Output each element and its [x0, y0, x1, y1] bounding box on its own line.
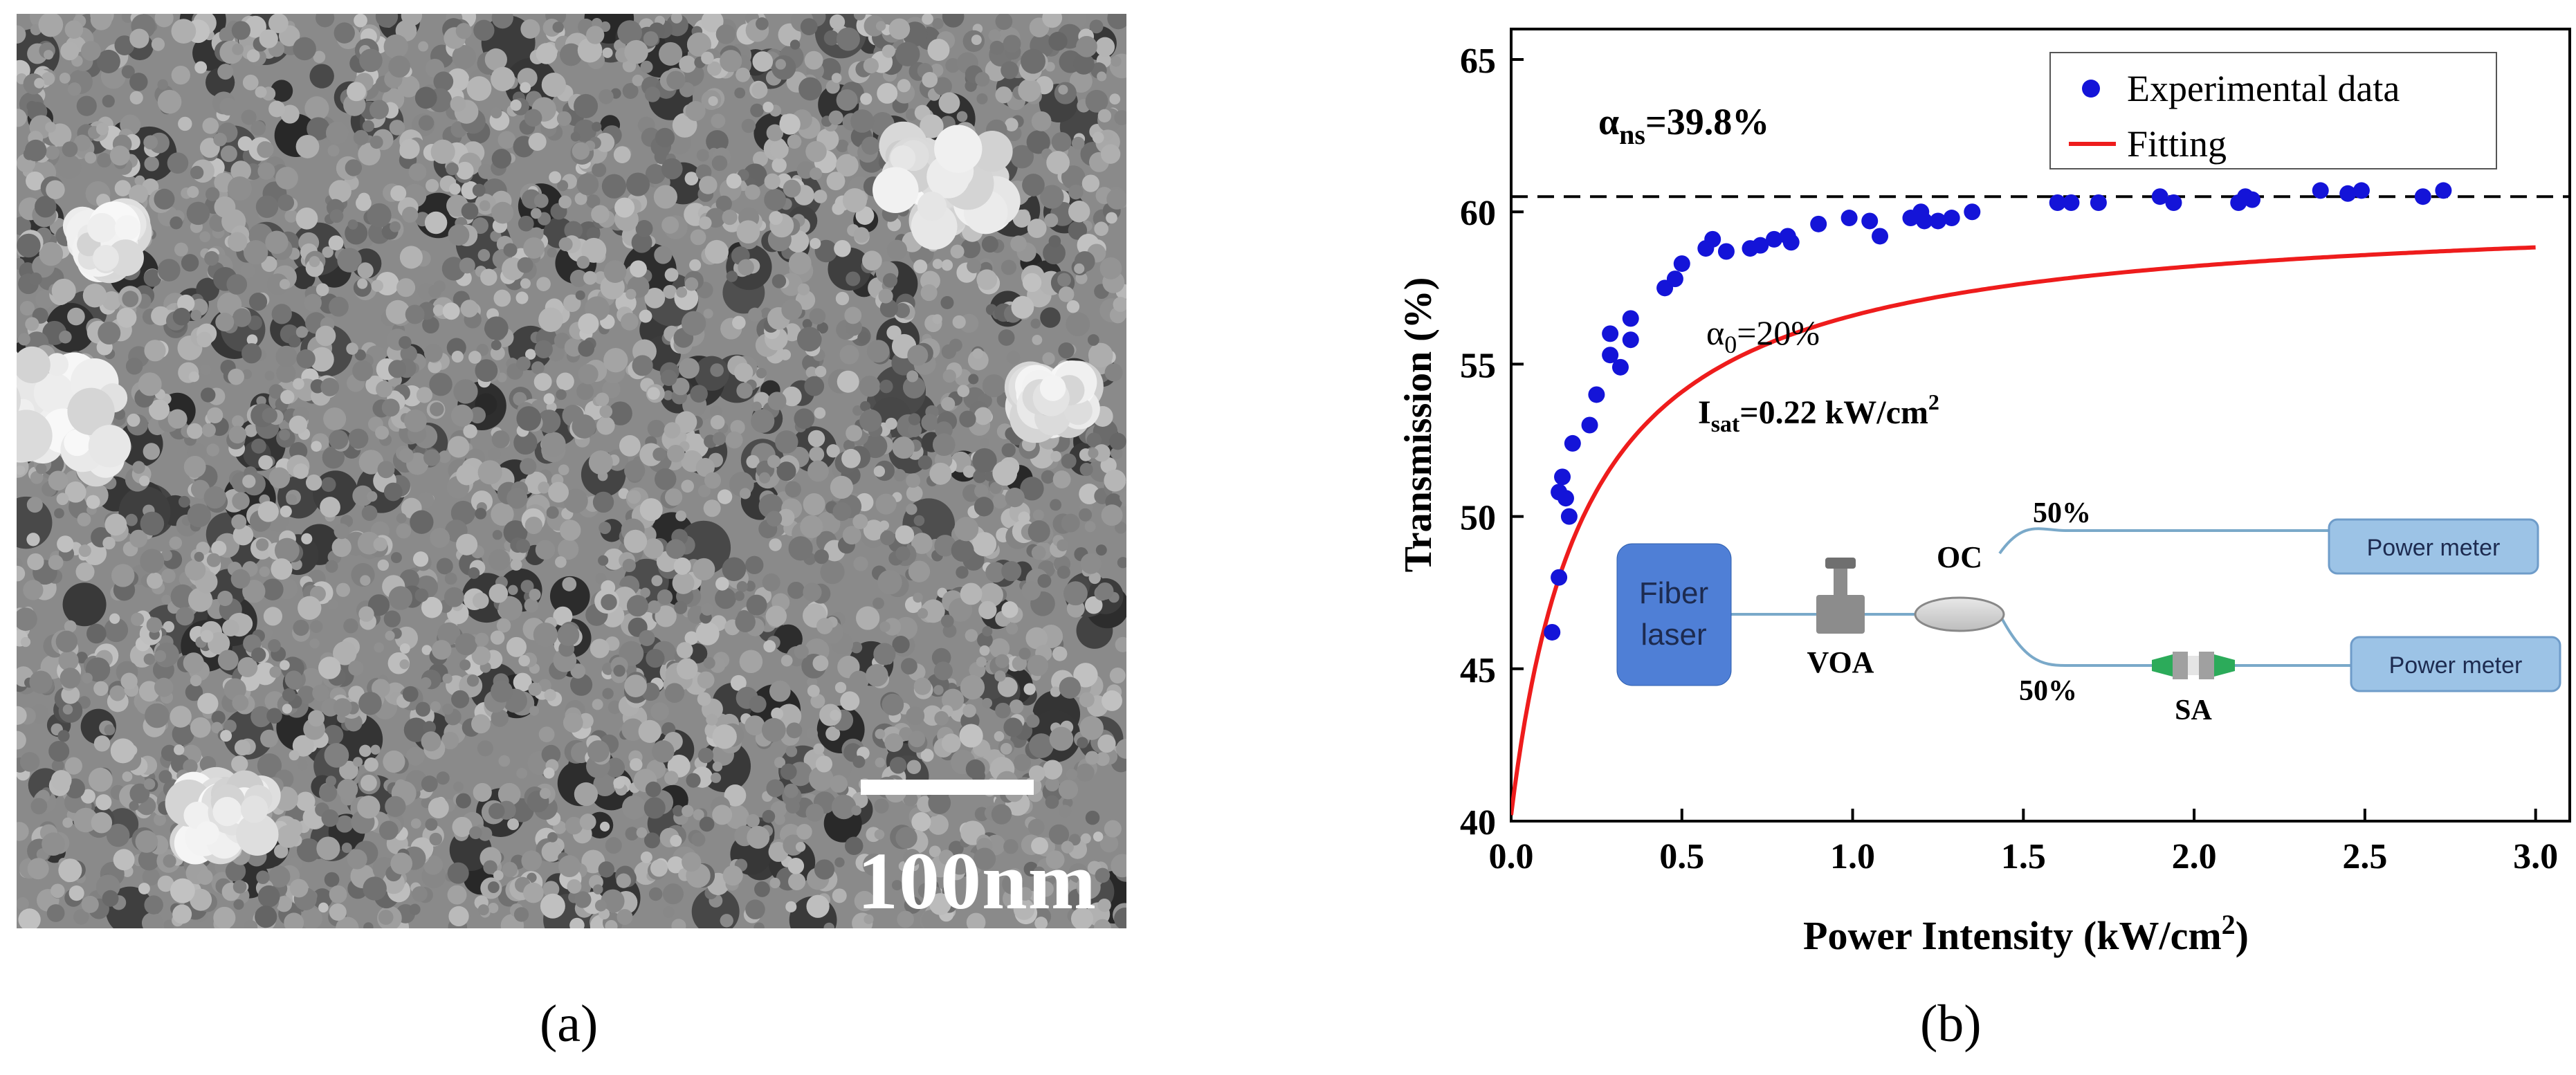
scale-bar [861, 780, 1034, 795]
optical-coupler [1914, 596, 2005, 632]
legend: Experimental data Fitting [2049, 52, 2497, 169]
x-tick-label: 2.5 [2342, 837, 2387, 876]
fiber-bottom-branch [1998, 614, 2351, 667]
data-point [2244, 191, 2260, 208]
y-tick-label: 45 [1460, 651, 1496, 690]
data-point [2353, 182, 2370, 199]
annotation-alpha-0: α0=20% [1706, 313, 1820, 358]
x-tick-label: 1.5 [2001, 837, 2046, 876]
saturable-absorber [2152, 652, 2235, 679]
data-point [1810, 215, 1827, 232]
sem-image: 100nm [17, 14, 1126, 928]
data-point [2151, 188, 2168, 205]
data-point [2049, 194, 2066, 212]
data-point [1544, 623, 1561, 641]
data-point [2090, 194, 2107, 212]
legend-label-experimental-data: Experimental data [2127, 68, 2400, 109]
split-label-top: 50% [2033, 497, 2091, 529]
data-point [2063, 194, 2080, 212]
y-tick-label: 65 [1460, 42, 1496, 81]
voa-device [1816, 558, 1865, 634]
y-tick-label: 55 [1460, 346, 1496, 385]
x-tick-label: 2.0 [2172, 837, 2217, 876]
data-point [1622, 331, 1639, 349]
y-axis-label: Transmission (%) [1397, 277, 1440, 573]
y-tick-label: 40 [1460, 803, 1496, 843]
x-axis-label: Power Intensity (kW/cm2) [1803, 909, 2249, 958]
data-point [1916, 212, 1933, 230]
data-point [1964, 203, 1981, 221]
experimental-data-points [1544, 182, 2452, 641]
data-point [2414, 188, 2431, 205]
data-point [1581, 416, 1598, 434]
sem-texture [17, 14, 1126, 928]
data-point [1564, 434, 1581, 452]
data-point [1554, 468, 1571, 486]
data-point [1861, 212, 1879, 230]
data-point [1752, 237, 1769, 254]
x-tick-label: 0.5 [1659, 837, 1704, 876]
power-meter-bottom-label: Power meter [2389, 652, 2523, 679]
data-point [2312, 182, 2329, 199]
x-ticks: 0.0 0.5 1.0 1.5 2.0 2.5 3.0 [1489, 809, 2558, 876]
data-point [1602, 325, 1619, 342]
data-point [1551, 569, 1568, 586]
fiber-laser-box [1616, 543, 1732, 686]
split-label-bottom: 50% [2019, 675, 2077, 707]
x-tick-label: 0.0 [1489, 837, 1534, 876]
power-meter-top-box [2328, 518, 2539, 575]
data-point [1704, 230, 1721, 248]
data-point [1943, 210, 1960, 227]
power-meter-top-label: Power meter [2367, 535, 2501, 561]
data-point [1666, 270, 1683, 288]
fiber-top-branch [1998, 527, 2329, 555]
data-point [1602, 347, 1619, 364]
fiber-laser-label-line2: laser [1641, 618, 1706, 652]
annotation-alpha-ns: αns=39.8% [1598, 101, 1769, 150]
data-point [1929, 212, 1946, 230]
legend-label-fitting: Fitting [2127, 123, 2227, 165]
data-point [1560, 508, 1578, 525]
legend-box [2049, 52, 2497, 169]
data-point [1717, 243, 1735, 260]
data-point [1872, 228, 1889, 245]
y-tick-label: 60 [1460, 194, 1496, 233]
setup-inset: Fiber laser VOA OC 50% 50% SA Power mete… [1616, 497, 2561, 726]
y-tick-label: 50 [1460, 499, 1496, 538]
plot-frame [1510, 28, 2571, 823]
data-point [1673, 255, 1690, 273]
x-tick-label: 3.0 [2513, 837, 2558, 876]
transmission-chart: 40 45 50 55 60 65 0.0 0.5 1.0 1.5 2.0 2.5 3.0 Power… [1397, 28, 2571, 958]
x-tick-label: 1.0 [1830, 837, 1875, 876]
data-point [1611, 358, 1629, 376]
y-ticks: 40 45 50 55 60 65 [1460, 42, 1524, 843]
data-point [1622, 310, 1639, 327]
power-meter-bottom-box [2350, 636, 2561, 692]
panel-label-b: (b) [1920, 995, 1982, 1053]
data-point [1588, 386, 1605, 403]
annotation-isat: Isat=0.22 kW/cm2 [1698, 389, 1939, 437]
sa-label: SA [2175, 695, 2212, 726]
voa-label: VOA [1807, 645, 1874, 679]
scale-bar-label: 100nm [857, 836, 1097, 926]
data-point [1557, 490, 1574, 507]
panel-label-a: (a) [540, 995, 599, 1053]
data-point [2165, 194, 2182, 212]
fiber-laser-label-line1: Fiber [1639, 576, 1708, 610]
data-point [2435, 182, 2452, 199]
fitting-curve [1511, 245, 2536, 816]
data-point [1840, 210, 1858, 227]
data-point [1782, 234, 1800, 251]
legend-marker-experimental-data [2082, 80, 2100, 98]
data-point [2339, 185, 2357, 202]
data-point [1766, 230, 1783, 248]
oc-label: OC [1937, 540, 1982, 574]
